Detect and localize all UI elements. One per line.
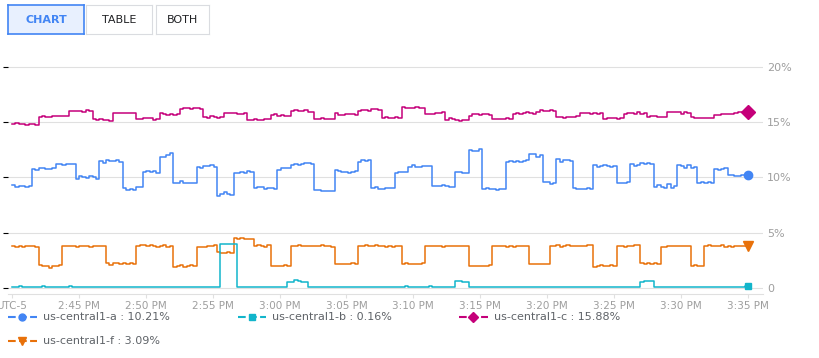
Text: us-central1-c : 15.88%: us-central1-c : 15.88% — [493, 312, 619, 322]
Text: BOTH: BOTH — [166, 15, 198, 25]
Text: us-central1-b : 0.16%: us-central1-b : 0.16% — [272, 312, 391, 322]
Text: us-central1-f : 3.09%: us-central1-f : 3.09% — [43, 336, 160, 346]
Text: CHART: CHART — [25, 15, 66, 25]
Text: TABLE: TABLE — [102, 15, 136, 25]
Text: us-central1-a : 10.21%: us-central1-a : 10.21% — [43, 312, 170, 322]
